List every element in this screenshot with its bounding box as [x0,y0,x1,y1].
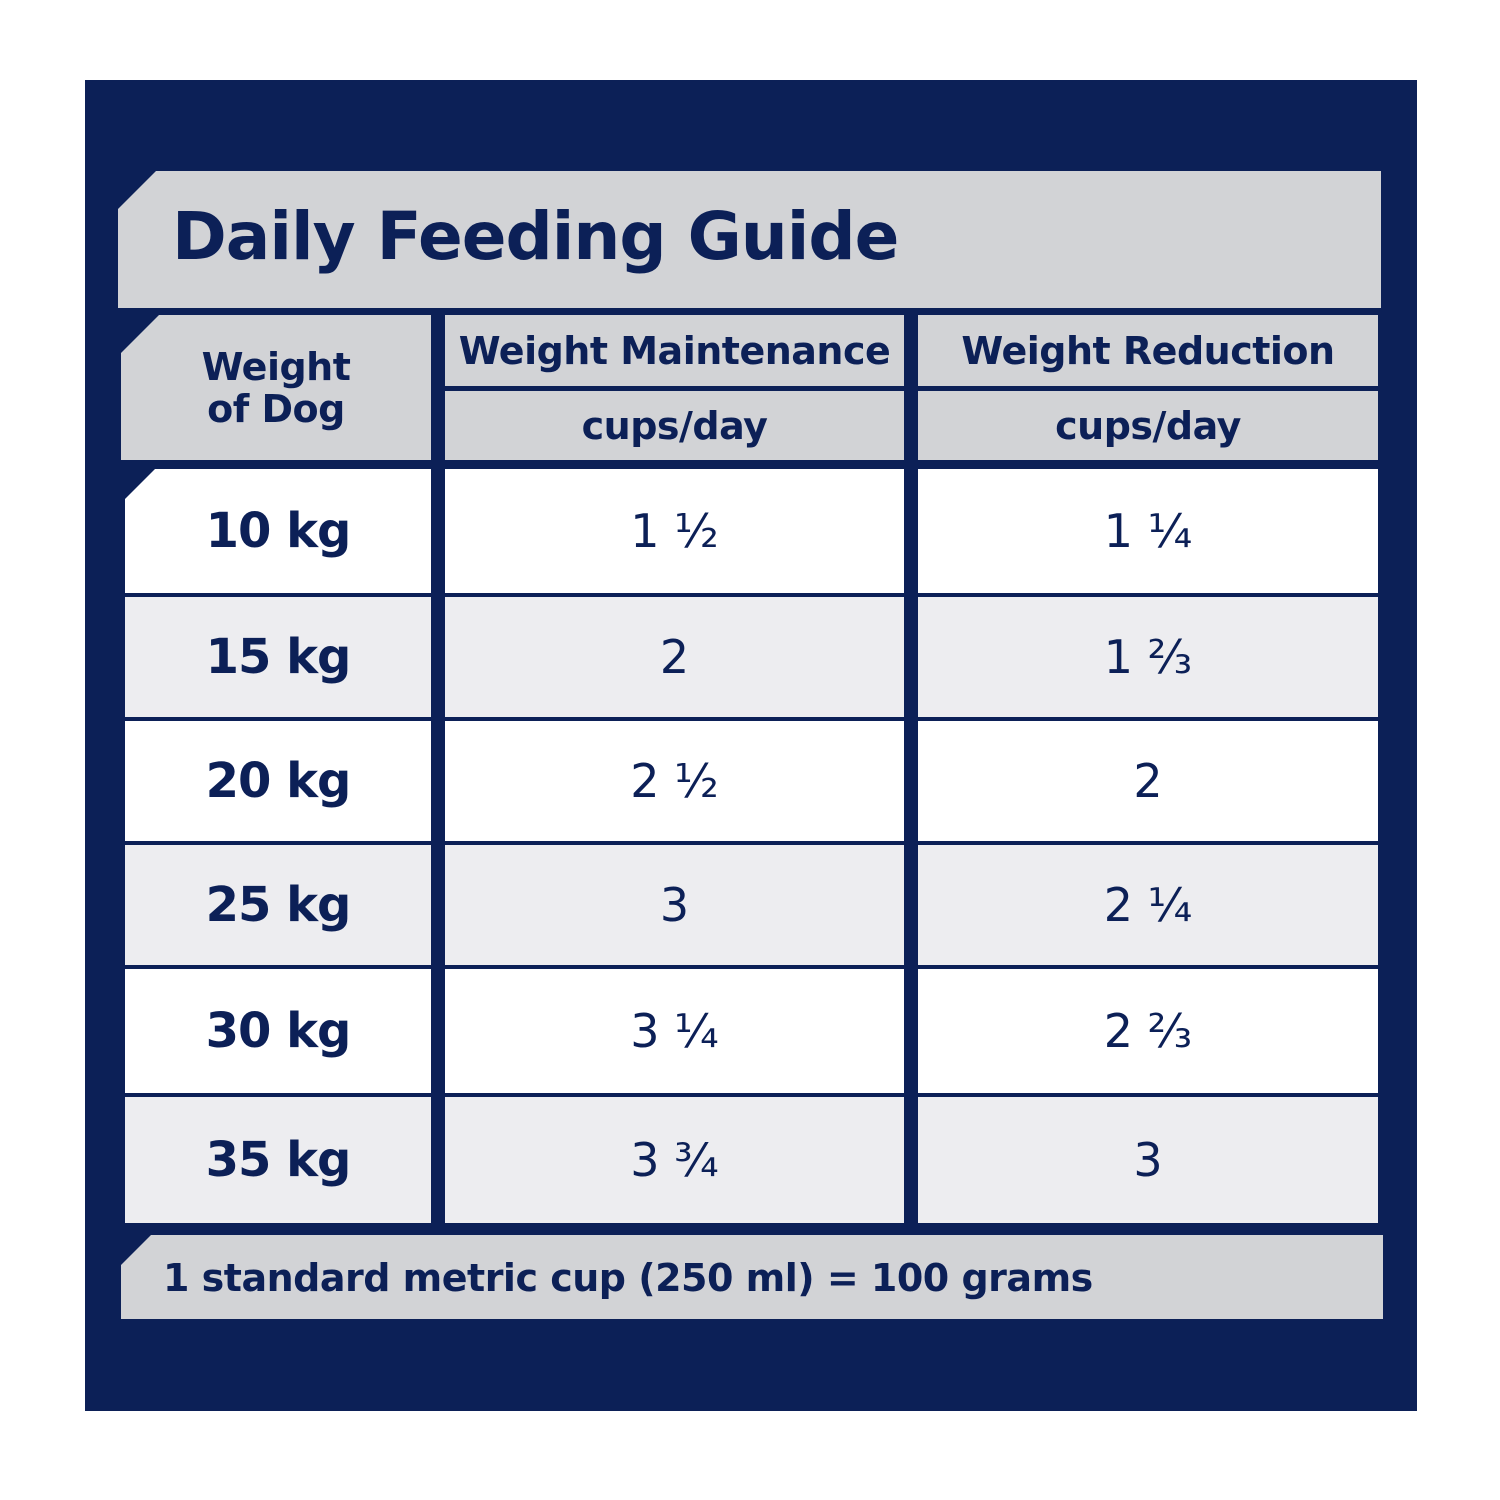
title-band [118,171,1381,308]
row-weight: 25 kg [125,845,431,965]
header-weight-line2: of Dog [207,386,345,431]
row-weight: 20 kg [125,721,431,841]
header-weight-reduction: Weight Reduction [918,315,1378,386]
row-reduction-cups: 2 ¼ [918,845,1378,965]
header-weight-maintenance: Weight Maintenance [445,315,904,386]
row-maintenance-cups: 3 [445,845,904,965]
row-maintenance-cups: 2 [445,597,904,717]
row-maintenance-cups: 3 ¼ [445,969,904,1093]
footer-band [121,1235,1383,1319]
page-title: Daily Feeding Guide [172,198,899,275]
row-weight: 10 kg [125,469,431,593]
row-maintenance-cups: 1 ½ [445,469,904,593]
header-weight-line1: Weight [201,344,351,389]
row-weight: 30 kg [125,969,431,1093]
header-unit-maintenance: cups/day [445,391,904,460]
row-weight: 15 kg [125,597,431,717]
row-maintenance-cups: 2 ½ [445,721,904,841]
row-reduction-cups: 3 [918,1097,1378,1223]
header-weight-of-dog: Weight of Dog [121,315,431,460]
row-reduction-cups: 2 [918,721,1378,841]
row-weight: 35 kg [125,1097,431,1223]
row-reduction-cups: 1 ⅔ [918,597,1378,717]
footer-note: 1 standard metric cup (250 ml) = 100 gra… [163,1256,1093,1300]
header-unit-reduction: cups/day [918,391,1378,460]
row-reduction-cups: 1 ¼ [918,469,1378,593]
row-reduction-cups: 2 ⅔ [918,969,1378,1093]
row-maintenance-cups: 3 ¾ [445,1097,904,1223]
